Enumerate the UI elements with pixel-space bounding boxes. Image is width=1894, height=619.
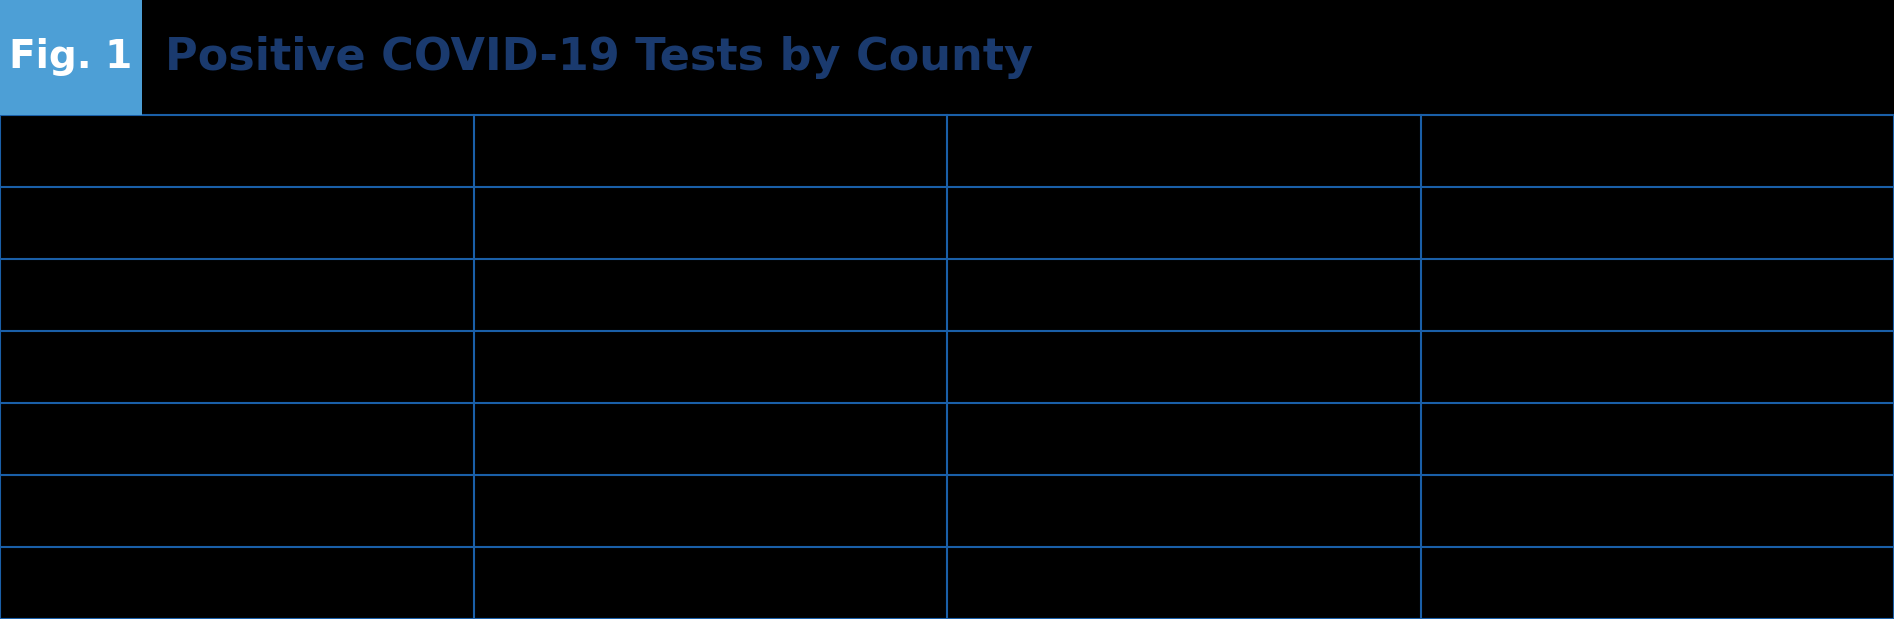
Text: Fig. 1: Fig. 1 xyxy=(9,38,133,76)
FancyBboxPatch shape xyxy=(0,0,142,115)
Text: Positive COVID-19 Tests by County: Positive COVID-19 Tests by County xyxy=(165,36,1032,79)
